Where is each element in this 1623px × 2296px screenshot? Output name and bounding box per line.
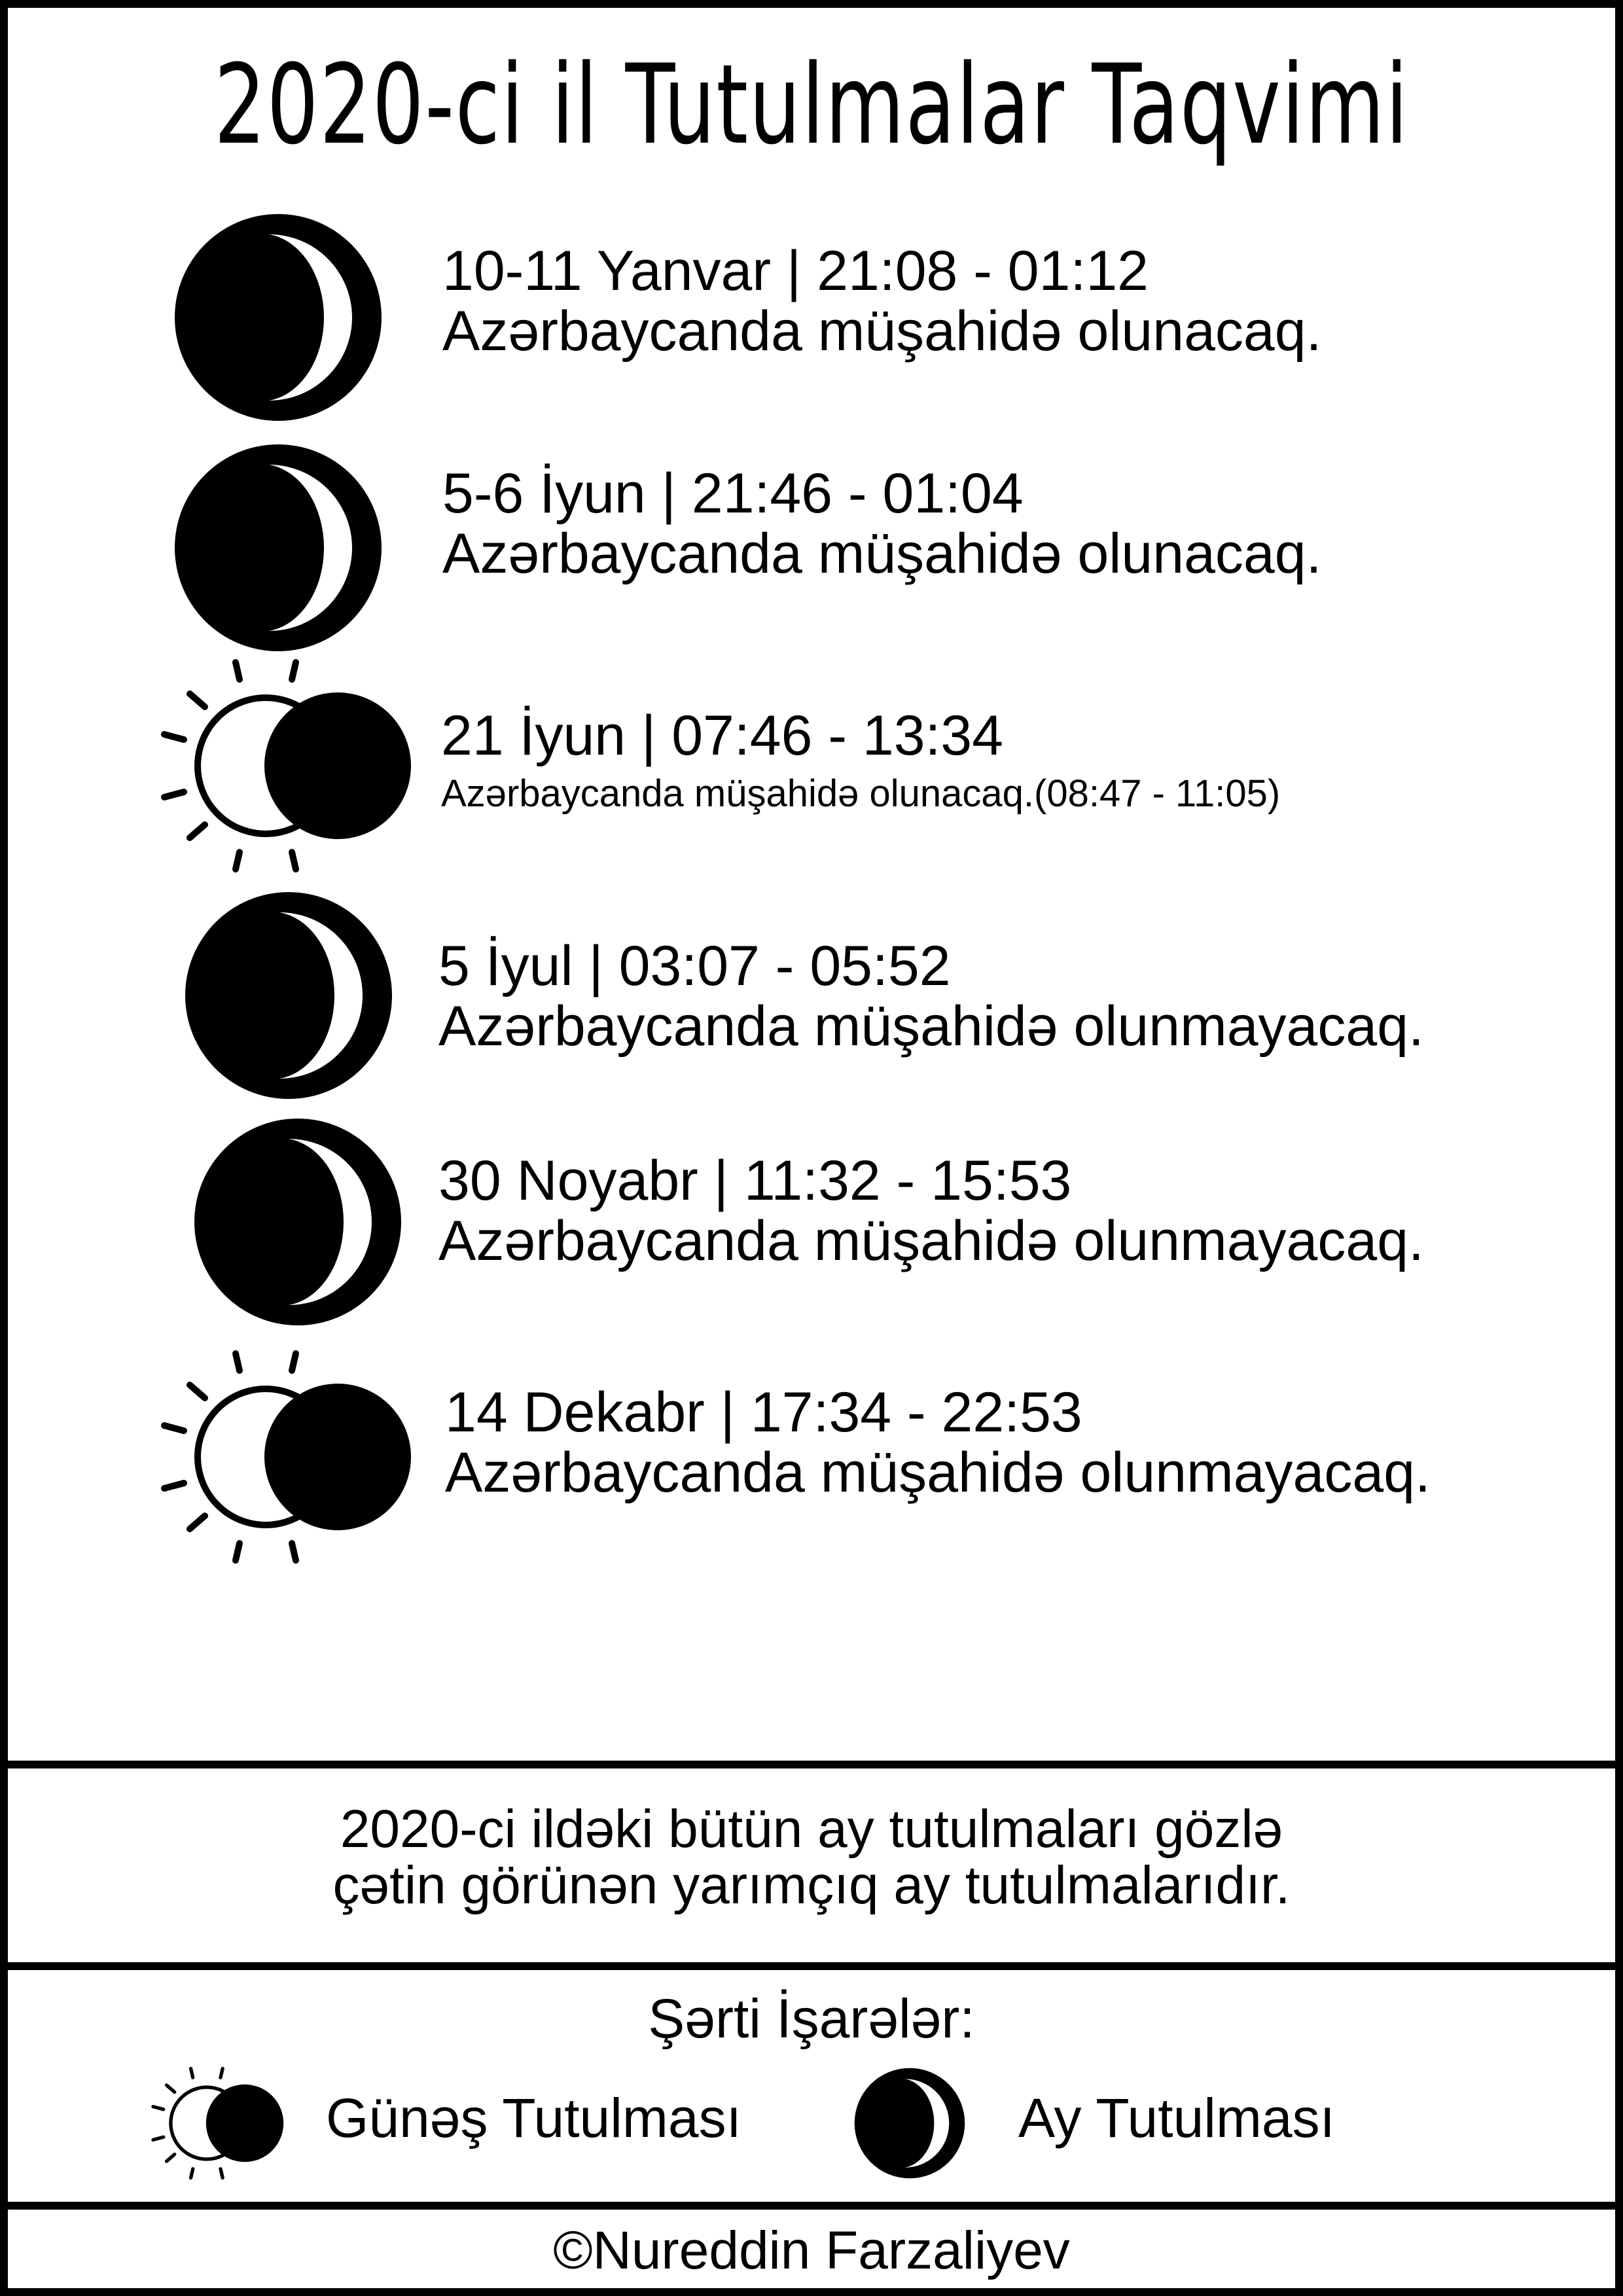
eclipse-visibility: Azərbaycanda müşahidə olunacaq. (442, 300, 1322, 363)
lunar-eclipse-icon (194, 1119, 401, 1325)
eclipse-item: 5-6 İyun | 21:46 - 01:04 Azərbaycanda mü… (442, 463, 1321, 584)
solar-eclipse-icon (154, 1346, 429, 1568)
eclipse-item: 21 İyun | 07:46 - 13:34 Azərbaycanda müş… (441, 706, 1280, 817)
lunar-eclipse-icon (185, 892, 392, 1099)
lunar-eclipse-icon (854, 2068, 965, 2179)
solar-eclipse-icon (148, 2064, 293, 2182)
legend-lunar-label: Ay Tutulması (1018, 2087, 1335, 2149)
page-title: 2020-ci il Tutulmalar Taqvimi (214, 41, 1409, 169)
eclipse-date-time: 30 Noyabr | 11:32 - 15:53 (438, 1149, 1072, 1212)
footer-panel (0, 2202, 1623, 2296)
note-line: 2020-ci ildəki bütün ay tutulmaları gözl… (340, 1799, 1283, 1859)
copyright: ©Nureddin Farzaliyev (553, 2221, 1070, 2280)
eclipse-visibility: Azərbaycanda müşahidə olunacaq. (442, 522, 1322, 585)
legend-title: Şərti İşarələr: (648, 1988, 975, 2049)
legend-solar-label: Günəş Tutulması (326, 2087, 741, 2149)
eclipse-item: 5 İyul | 03:07 - 05:52 Azərbaycanda müşa… (438, 936, 1424, 1056)
eclipse-item: 10-11 Yanvar | 21:08 - 01:12 Azərbaycand… (442, 241, 1321, 361)
eclipse-date-time: 5 İyul | 03:07 - 05:52 (438, 935, 951, 997)
eclipse-date-time: 14 Dekabr | 17:34 - 22:53 (445, 1381, 1082, 1444)
eclipse-date-time: 5-6 İyun | 21:46 - 01:04 (442, 462, 1024, 525)
eclipse-visibility: Azərbaycanda müşahidə olunmayacaq. (445, 1441, 1431, 1504)
eclipse-visibility: Azərbaycanda müşahidə olunmayacaq. (438, 995, 1424, 1058)
lunar-eclipse-icon (175, 214, 382, 421)
eclipse-item: 14 Dekabr | 17:34 - 22:53 Azərbaycanda m… (445, 1382, 1431, 1503)
eclipse-date-time: 10-11 Yanvar | 21:08 - 01:12 (442, 240, 1149, 302)
note-line: çətin görünən yarımçıq ay tutulmalarıdır… (332, 1856, 1291, 1915)
note-text: 2020-ci ildəki bütün ay tutulmaları gözl… (0, 1801, 1623, 1914)
eclipse-date-time: 21 İyun | 07:46 - 13:34 (441, 704, 1004, 767)
eclipse-item: 30 Noyabr | 11:32 - 15:53 Azərbaycanda m… (438, 1151, 1424, 1271)
eclipse-visibility: Azərbaycanda müşahidə olunmayacaq. (438, 1210, 1424, 1272)
lunar-eclipse-icon (175, 444, 382, 651)
solar-eclipse-icon (154, 655, 429, 877)
eclipse-visibility: Azərbaycanda müşahidə olunacaq.(08:47 - … (441, 772, 1281, 815)
